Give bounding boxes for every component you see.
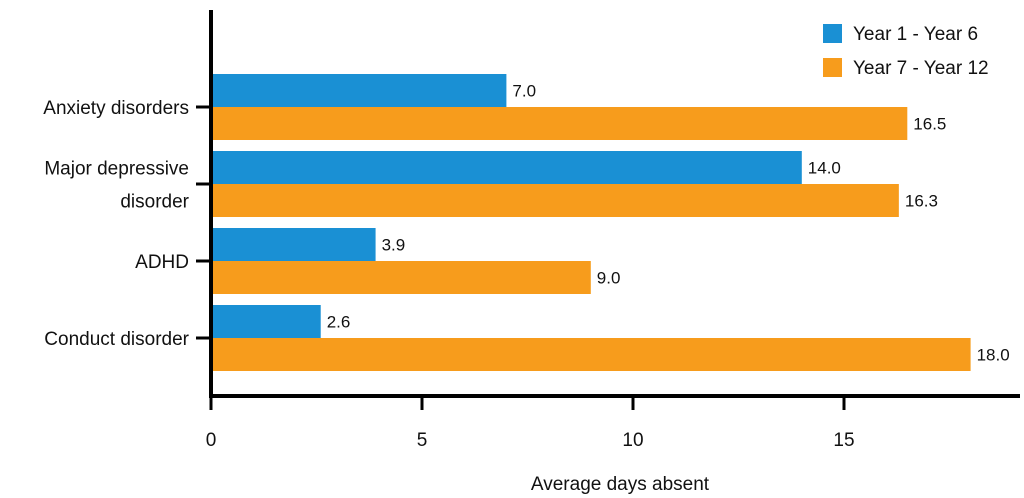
bar-year1-6-1	[211, 151, 802, 184]
legend-swatch-0	[823, 24, 842, 43]
bar-year1-6-0	[211, 74, 507, 107]
category-label-0: Anxiety disorders	[43, 98, 189, 119]
data-label-1-1: 16.3	[905, 192, 938, 211]
labels-layer: 7.0 16.5 Anxiety disorders 14.0 16.3 Major de…	[43, 82, 1009, 452]
x-tick-label-10: 10	[622, 430, 643, 451]
data-label-0-2: 3.9	[382, 236, 406, 255]
category-label-2: ADHD	[135, 252, 189, 273]
legend-label-1: Year 7 - Year 12	[853, 58, 989, 79]
bar-year7-12-0	[211, 107, 908, 140]
bar-year7-12-3	[211, 338, 971, 371]
x-tick-label-15: 15	[833, 430, 854, 451]
data-label-0-1: 14.0	[808, 159, 841, 178]
axes-layer	[209, 10, 1020, 398]
category-label-3: Conduct disorder	[44, 329, 189, 350]
data-label-1-2: 9.0	[597, 269, 621, 288]
bars-layer	[211, 74, 971, 371]
bar-year1-6-3	[211, 305, 321, 338]
category-label-1-line1: disorder	[120, 192, 189, 213]
data-label-0-3: 2.6	[327, 313, 351, 332]
x-tick-label-0: 0	[206, 430, 217, 451]
ticks-layer	[196, 105, 846, 410]
x-axis-title: Average days absent	[531, 474, 710, 495]
legend-swatch-1	[823, 58, 842, 77]
bar-year7-12-2	[211, 261, 591, 294]
data-label-1-0: 16.5	[913, 115, 946, 134]
data-label-1-3: 18.0	[977, 346, 1010, 365]
bar-year7-12-1	[211, 184, 899, 217]
category-label-1-line0: Major depressive	[44, 159, 189, 180]
bar-year1-6-2	[211, 228, 376, 261]
data-label-0-0: 7.0	[512, 82, 536, 101]
x-tick-label-5: 5	[417, 430, 428, 451]
legend: Year 1 - Year 6 Year 7 - Year 12	[823, 24, 989, 79]
legend-label-0: Year 1 - Year 6	[853, 24, 978, 45]
